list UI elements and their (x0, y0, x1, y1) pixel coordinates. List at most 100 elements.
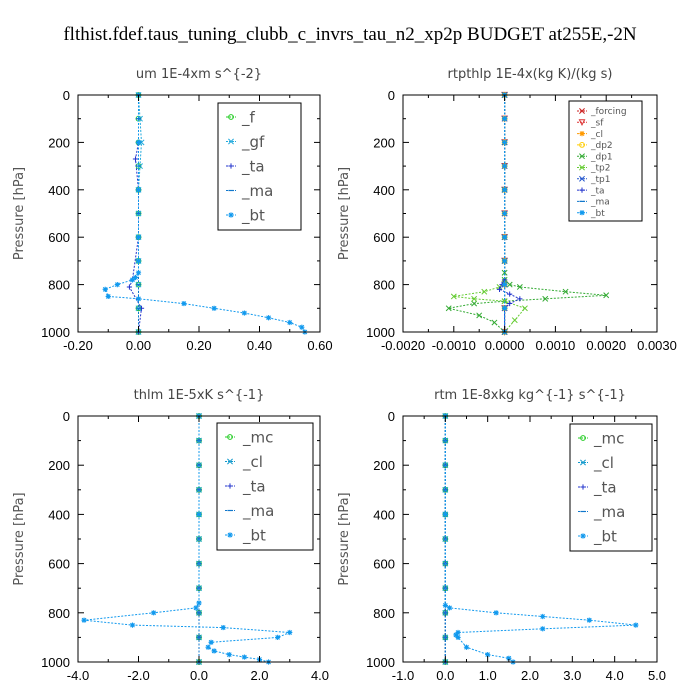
data-point (516, 284, 523, 290)
legend-marker (580, 435, 586, 441)
legend-label: _f (241, 108, 256, 127)
panel-title: um 1E-4xm s^{-2} (136, 67, 262, 82)
data-point (455, 629, 461, 636)
series-line (444, 416, 636, 663)
data-point (129, 622, 136, 628)
legend-label: _dp2 (590, 141, 613, 151)
legend-marker (227, 532, 233, 538)
data-point (226, 652, 232, 658)
legend-marker (579, 131, 585, 137)
y-tick-label: 1000 (41, 655, 70, 670)
data-point (211, 305, 217, 311)
x-tick-label: 4.0 (311, 668, 329, 683)
legend-marker (579, 187, 585, 193)
y-tick-label: 1000 (366, 655, 395, 670)
data-point (241, 654, 247, 660)
x-tick-label: 3.0 (563, 668, 581, 683)
data-point (501, 298, 508, 305)
legend-label: _ma (593, 503, 625, 522)
data-point (450, 293, 457, 300)
y-tick-label: 400 (373, 507, 395, 522)
legend-marker (228, 163, 234, 169)
legend-marker (579, 108, 585, 114)
data-point (586, 617, 592, 623)
legend-label: _ta (590, 186, 605, 196)
data-point (151, 610, 157, 616)
x-tick-label: 5.0 (648, 668, 666, 683)
data-point (453, 632, 459, 638)
legend-marker (227, 458, 233, 465)
data-point (287, 629, 293, 636)
data-point (455, 634, 461, 640)
panel-2: rtpthlp 1E-4x(kg K)/(kg s) Pressure [hPa]… (337, 67, 677, 353)
data-point (220, 624, 226, 631)
data-point (265, 315, 272, 321)
legend-label: _ma (242, 502, 274, 521)
y-tick-label: 0 (388, 409, 395, 424)
data-point (135, 234, 142, 240)
data-point (442, 511, 448, 517)
data-point (287, 319, 293, 326)
legend-marker (580, 484, 586, 490)
data-point (476, 312, 483, 319)
data-point (105, 293, 111, 300)
x-tick-label: -4.0 (67, 668, 89, 683)
data-point (633, 622, 639, 628)
x-tick-label: 1.0 (479, 668, 497, 683)
data-point (241, 310, 247, 316)
data-point (275, 634, 281, 640)
legend-label: _cl (242, 453, 263, 472)
data-point (135, 296, 142, 302)
legend-label: _sf (590, 118, 604, 128)
data-point (542, 295, 549, 302)
data-point (502, 282, 508, 288)
data-point (502, 210, 508, 217)
data-point (196, 600, 202, 606)
data-point (126, 284, 133, 290)
x-tick-label: -0.0010 (432, 338, 476, 353)
x-tick-label: 0.0 (190, 668, 208, 683)
legend-marker (579, 153, 585, 160)
legend-label: _ta (593, 478, 617, 497)
data-point (181, 300, 187, 307)
data-point (211, 648, 217, 654)
legend-marker (228, 138, 234, 145)
data-point (506, 655, 512, 661)
series-tp2 (450, 92, 528, 335)
data-point (81, 617, 87, 623)
y-tick-label: 200 (373, 135, 395, 150)
y-tick-label: 1000 (366, 325, 395, 340)
data-point (471, 300, 478, 307)
data-point (502, 139, 508, 145)
y-tick-label: 600 (373, 557, 395, 572)
y-tick-label: 200 (48, 458, 70, 473)
data-point (485, 652, 491, 658)
x-tick-label: 0.40 (247, 338, 272, 353)
data-point (493, 610, 499, 616)
legend-label: _forcing (590, 107, 627, 117)
legend: _mc _cl _ta _ma _bt (569, 423, 653, 552)
legend-marker (580, 533, 586, 539)
legend-marker (579, 175, 585, 182)
data-point (445, 305, 452, 312)
legend-label: _bt (593, 527, 617, 546)
y-axis-label: Pressure [hPa] (337, 492, 352, 585)
legend-marker (579, 164, 585, 171)
data-point (491, 319, 498, 326)
x-tick-label: 4.0 (606, 668, 624, 683)
panel-title: rtm 1E-8xkg kg^{-1} s^{-1} (434, 388, 626, 403)
data-point (540, 613, 546, 620)
legend-label: _mc (242, 428, 273, 447)
x-tick-label: -0.20 (63, 338, 93, 353)
y-tick-label: 600 (373, 230, 395, 245)
legend-label: _bt (242, 526, 266, 545)
data-point (502, 163, 508, 169)
y-axis-label: Pressure [hPa] (337, 167, 352, 260)
data-point (540, 626, 546, 632)
legend-marker (227, 434, 233, 440)
data-point (208, 639, 214, 645)
figure-title: flthist.fdef.taus_tuning_clubb_c_invrs_t… (63, 24, 637, 45)
y-axis-label: Pressure [hPa] (12, 167, 27, 260)
y-tick-label: 0 (388, 88, 395, 103)
data-point (471, 295, 478, 302)
